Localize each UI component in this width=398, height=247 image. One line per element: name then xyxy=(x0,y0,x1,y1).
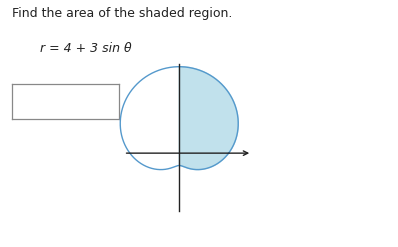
Text: r = 4 + 3 sin θ: r = 4 + 3 sin θ xyxy=(40,42,131,55)
Polygon shape xyxy=(179,67,238,170)
Text: Find the area of the shaded region.: Find the area of the shaded region. xyxy=(12,7,232,21)
